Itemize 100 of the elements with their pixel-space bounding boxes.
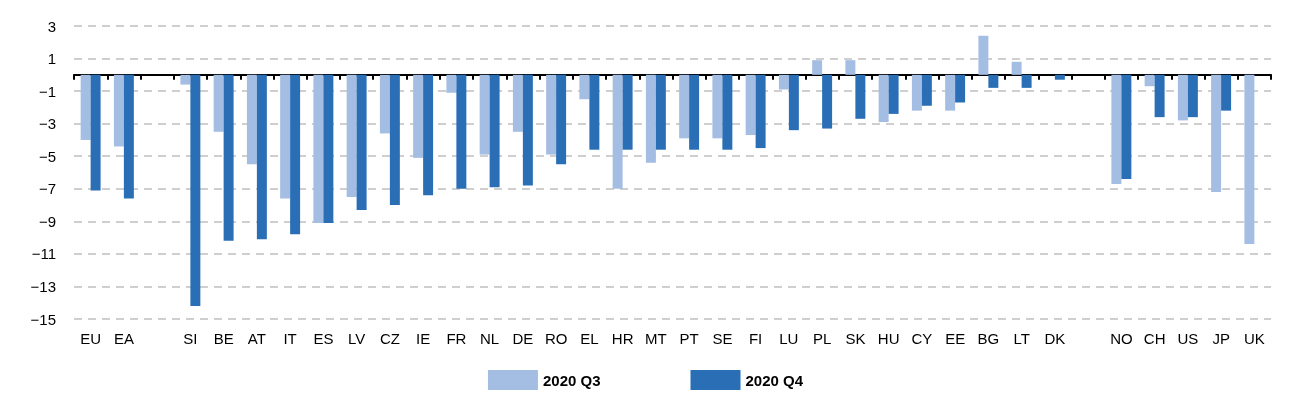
x-tick-label: UK <box>1243 330 1265 347</box>
bar <box>1154 74 1165 118</box>
bar <box>878 74 889 123</box>
x-tick-label: CZ <box>379 330 400 347</box>
bar <box>845 60 856 75</box>
bar <box>579 74 590 100</box>
bar <box>745 74 756 136</box>
x-tick-label: BE <box>213 330 234 347</box>
bar <box>689 74 700 150</box>
bar <box>755 74 766 149</box>
bar <box>1021 74 1032 88</box>
x-tick-label: BG <box>977 330 1000 347</box>
x-tick-label: MT <box>645 330 667 347</box>
x-tick-label: PT <box>679 330 699 347</box>
bar <box>90 74 101 191</box>
x-tick-label: LT <box>1013 330 1030 347</box>
bar <box>246 74 257 165</box>
bar <box>456 74 467 189</box>
bar <box>512 74 523 132</box>
x-tick-label: FI <box>748 330 763 347</box>
x-tick-label: SI <box>183 330 198 347</box>
x-tick-label: EL <box>580 330 599 347</box>
x-tick-label: EE <box>945 330 966 347</box>
y-tick-label: −3 <box>38 115 56 133</box>
x-tick-label: JP <box>1212 330 1230 347</box>
bar <box>888 74 899 114</box>
x-tick-label: LV <box>348 330 366 347</box>
bar <box>945 74 956 111</box>
y-tick-label: −7 <box>38 180 56 198</box>
bar <box>855 74 866 119</box>
bar <box>556 74 567 165</box>
bar <box>213 74 224 132</box>
bar <box>645 74 656 163</box>
bar <box>655 74 666 150</box>
bar <box>1054 74 1065 80</box>
bar <box>712 74 723 139</box>
legend-label: 2020 Q3 <box>542 371 601 389</box>
x-tick-label: CY <box>911 330 933 347</box>
bar <box>80 74 91 140</box>
y-tick-label: −9 <box>38 212 56 230</box>
x-tick-label: IT <box>283 330 297 347</box>
bar <box>822 74 833 129</box>
x-tick-label: NL <box>480 330 500 347</box>
bar <box>1187 74 1198 118</box>
bar <box>921 74 932 106</box>
y-tick-label: 1 <box>47 50 56 68</box>
bar <box>423 74 434 196</box>
bar <box>1211 74 1222 193</box>
bar <box>612 74 623 189</box>
x-tick-label: ES <box>313 330 334 347</box>
y-tick-label: −1 <box>38 82 56 100</box>
x-tick-label: NO <box>1110 330 1133 347</box>
bar <box>1221 74 1232 111</box>
bar <box>256 74 267 240</box>
bar <box>479 74 490 155</box>
bar <box>290 74 301 235</box>
x-tick-label: US <box>1177 330 1199 347</box>
bar <box>489 74 500 188</box>
bar <box>1144 74 1155 87</box>
x-tick-label: FR <box>446 330 467 347</box>
bar <box>589 74 600 150</box>
y-tick-label: −13 <box>30 277 56 295</box>
x-tick-label: PL <box>812 330 832 347</box>
bar <box>356 74 367 210</box>
y-tick-label: −5 <box>38 147 56 165</box>
x-tick-label: AT <box>247 330 266 347</box>
x-tick-label: IE <box>416 330 431 347</box>
bar <box>323 74 334 223</box>
bar <box>788 74 799 131</box>
bar <box>190 74 201 306</box>
bar <box>446 74 457 93</box>
y-tick-label: −15 <box>30 310 56 328</box>
bar <box>722 74 733 150</box>
bar <box>1177 74 1188 121</box>
y-tick-label: 3 <box>47 17 56 35</box>
bar <box>812 60 823 75</box>
bar <box>988 74 999 88</box>
x-tick-label: HU <box>877 330 900 347</box>
x-tick-label: HR <box>611 330 634 347</box>
bar <box>978 35 989 75</box>
bar <box>546 74 557 155</box>
legend-label: 2020 Q4 <box>745 371 804 389</box>
bar <box>280 74 291 199</box>
x-tick-label: LU <box>779 330 799 347</box>
bar <box>911 74 922 111</box>
x-tick-label: DK <box>1044 330 1066 347</box>
bar <box>1011 61 1022 75</box>
bar <box>123 74 134 199</box>
bar <box>379 74 390 134</box>
x-tick-label: DE <box>512 330 534 347</box>
bar <box>1121 74 1132 180</box>
bar <box>223 74 234 241</box>
x-tick-label: EA <box>113 330 134 347</box>
bar <box>679 74 690 139</box>
bar <box>955 74 966 103</box>
x-tick-label: SK <box>845 330 866 347</box>
x-tick-label: EU <box>80 330 102 347</box>
bar <box>778 74 789 90</box>
x-tick-label: RO <box>544 330 568 347</box>
bar <box>413 74 424 158</box>
